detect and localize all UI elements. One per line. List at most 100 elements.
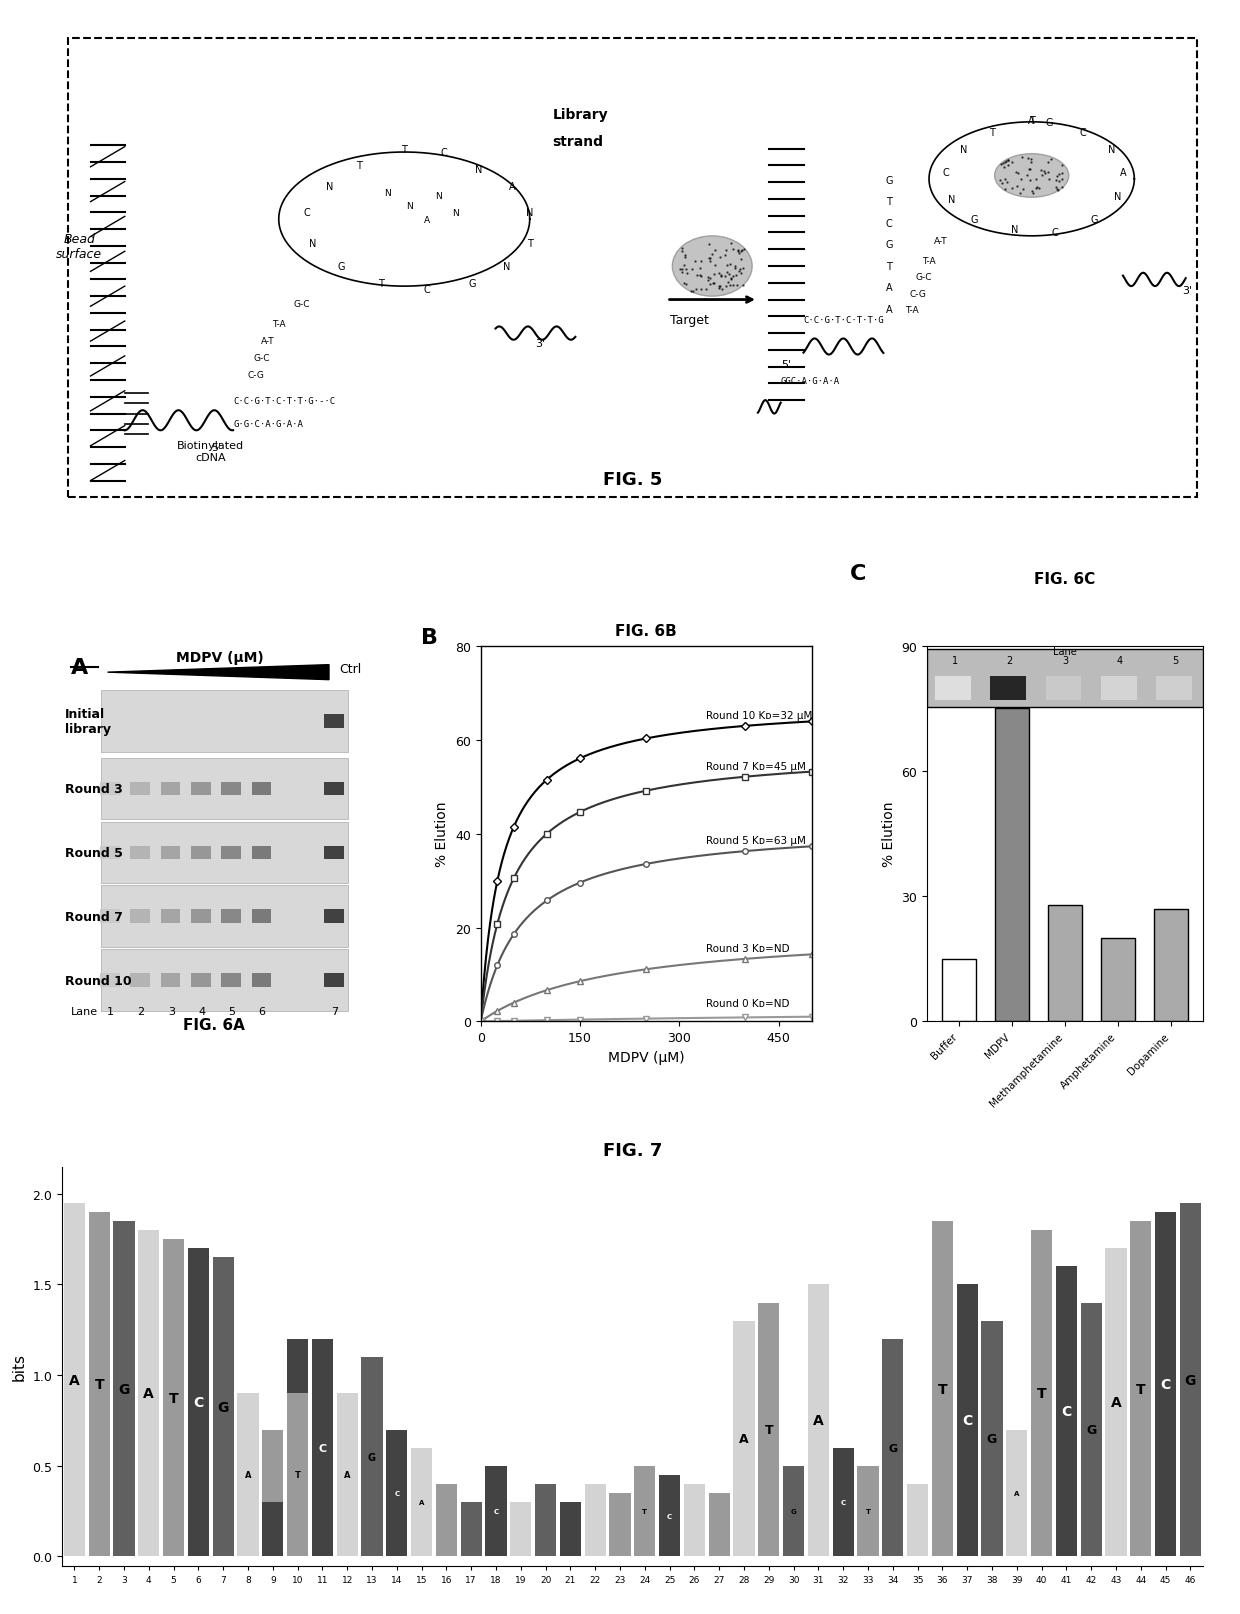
Text: G: G: [1086, 1424, 1096, 1436]
Text: Round 0 Kᴅ=ND: Round 0 Kᴅ=ND: [706, 999, 790, 1009]
Text: Round 7: Round 7: [64, 910, 123, 923]
Text: Round 3: Round 3: [64, 783, 123, 796]
Text: T-A: T-A: [272, 320, 285, 329]
X-axis label: MDPV (μM): MDPV (μM): [608, 1051, 684, 1064]
FancyBboxPatch shape: [100, 973, 119, 988]
Text: 5': 5': [781, 360, 791, 370]
Text: C·C·G·T·C·T·T·G·-·C: C·C·G·T·C·T·T·G·-·C: [233, 397, 335, 405]
Text: A: A: [244, 1470, 252, 1480]
Text: C: C: [849, 563, 866, 584]
Bar: [1055, 1267, 1076, 1556]
FancyBboxPatch shape: [221, 910, 241, 923]
FancyBboxPatch shape: [161, 783, 180, 796]
Text: T: T: [1037, 1386, 1047, 1401]
Text: N: N: [475, 165, 482, 174]
Ellipse shape: [994, 155, 1069, 199]
Text: C: C: [1080, 128, 1086, 137]
Bar: [733, 1320, 754, 1556]
Text: N: N: [453, 208, 459, 218]
Text: C: C: [440, 148, 448, 158]
Bar: [559, 1503, 580, 1556]
Text: T: T: [642, 1507, 647, 1514]
Bar: [461, 1503, 481, 1556]
Bar: [609, 1493, 630, 1556]
Bar: [1130, 1222, 1151, 1556]
Text: Round 5: Round 5: [64, 846, 123, 859]
FancyBboxPatch shape: [100, 886, 347, 947]
Text: Round 10 Kᴅ=32 μM: Round 10 Kᴅ=32 μM: [706, 710, 812, 720]
Bar: [164, 1240, 184, 1556]
Bar: [485, 1466, 507, 1556]
Text: N: N: [1107, 145, 1115, 155]
Text: G·G·C·A·G·A·A: G·G·C·A·G·A·A: [233, 420, 303, 429]
Bar: [1080, 1302, 1101, 1556]
Text: 5': 5': [211, 444, 221, 454]
Text: C: C: [494, 1507, 498, 1514]
Text: G: G: [987, 1432, 997, 1445]
FancyBboxPatch shape: [130, 910, 150, 923]
Text: N: N: [309, 239, 316, 249]
Text: A: A: [1028, 116, 1035, 126]
Text: C: C: [424, 286, 430, 295]
Text: T: T: [866, 1507, 870, 1514]
Bar: [833, 1448, 853, 1556]
Text: Round 3 Kᴅ=ND: Round 3 Kᴅ=ND: [706, 943, 790, 952]
Text: 6: 6: [259, 1006, 265, 1017]
Text: G: G: [1045, 118, 1053, 128]
Bar: [683, 1483, 704, 1556]
Text: A: A: [813, 1414, 823, 1427]
Text: Lane: Lane: [71, 1006, 98, 1017]
Text: G: G: [368, 1453, 376, 1462]
Y-axis label: bits: bits: [11, 1353, 27, 1380]
Title: FIG. 7: FIG. 7: [603, 1141, 662, 1160]
FancyBboxPatch shape: [161, 846, 180, 860]
Bar: [286, 1340, 308, 1393]
FancyBboxPatch shape: [325, 783, 345, 796]
Text: T: T: [378, 279, 384, 289]
Text: 1: 1: [107, 1006, 114, 1017]
Text: A: A: [419, 1499, 424, 1506]
Bar: [263, 1430, 283, 1503]
Bar: [237, 1393, 258, 1556]
Text: C: C: [841, 1499, 846, 1506]
Text: G: G: [971, 215, 978, 224]
Text: G-C: G-C: [915, 273, 931, 282]
Text: T: T: [765, 1424, 773, 1436]
Text: A: A: [885, 282, 893, 294]
Polygon shape: [108, 665, 329, 679]
Bar: [362, 1357, 382, 1556]
Bar: [188, 1248, 208, 1556]
Text: FIG. 6A: FIG. 6A: [182, 1017, 244, 1033]
Bar: [64, 1202, 84, 1556]
Text: C-G: C-G: [248, 371, 264, 379]
Bar: [311, 1340, 332, 1556]
Text: G: G: [1184, 1374, 1197, 1386]
Text: N: N: [383, 189, 391, 197]
Text: G: G: [217, 1399, 229, 1414]
Text: T: T: [937, 1382, 947, 1396]
Text: GGC·A·G·A·A: GGC·A·G·A·A: [781, 378, 839, 386]
Y-axis label: % Elution: % Elution: [435, 802, 449, 867]
Text: C: C: [885, 218, 893, 229]
FancyBboxPatch shape: [130, 846, 150, 860]
Text: N: N: [526, 208, 533, 218]
Text: G: G: [1091, 215, 1099, 224]
Text: T: T: [295, 1470, 300, 1480]
Text: T: T: [356, 161, 362, 171]
Text: G-C: G-C: [253, 353, 270, 363]
Text: A: A: [1014, 1490, 1019, 1496]
Bar: [982, 1320, 1003, 1556]
Text: A-T: A-T: [934, 236, 947, 245]
Text: N: N: [503, 261, 511, 271]
Text: 5: 5: [228, 1006, 236, 1017]
FancyBboxPatch shape: [130, 783, 150, 796]
Text: T: T: [94, 1377, 104, 1391]
Text: MDPV (μM): MDPV (μM): [176, 650, 264, 665]
Text: A: A: [71, 659, 88, 678]
FancyBboxPatch shape: [191, 973, 211, 988]
FancyBboxPatch shape: [191, 783, 211, 796]
Text: 3': 3': [1182, 286, 1193, 295]
FancyBboxPatch shape: [100, 910, 119, 923]
Text: Round 7 Kᴅ=45 μM: Round 7 Kᴅ=45 μM: [706, 762, 806, 771]
Text: C: C: [667, 1512, 672, 1519]
